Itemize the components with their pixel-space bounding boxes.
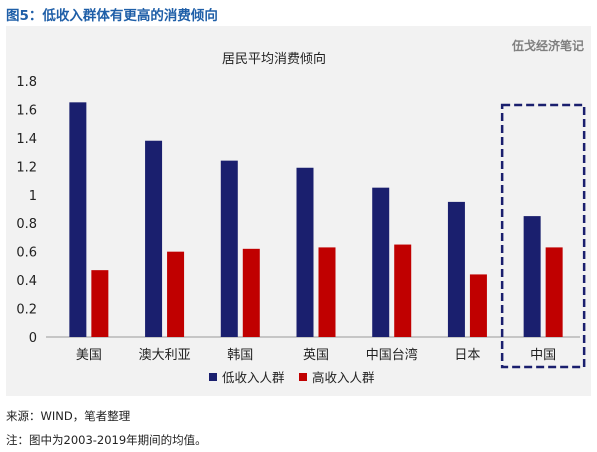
y-tick-label: 1.2: [16, 160, 37, 175]
y-tick-label: 0.6: [16, 246, 37, 261]
x-axis-labels: 美国 澳大利亚 韩国 英国 中国台湾 日本 中国: [76, 347, 556, 363]
y-tick-label: 0: [29, 331, 37, 346]
y-tick-label: 0.2: [16, 303, 37, 318]
y-axis-ticks: 0 0.2 0.4 0.6 0.8 1 1.2 1.4 1.6 1.8: [16, 75, 37, 346]
bar-high-income: [545, 247, 563, 337]
legend-label-high-income: 高收入人群: [312, 370, 375, 385]
bar-low-income: [145, 140, 163, 337]
legend-swatch-low-income: [209, 373, 217, 381]
chart-panel: 居民平均消费倾向 伍戈经济笔记 0 0.2 0.4 0.6 0.8 1 1.2 1.4 1.6 1…: [6, 26, 591, 396]
watermark: 伍戈经济笔记: [511, 38, 584, 53]
legend: 低收入人群 高收入人群: [209, 370, 375, 385]
category-label: 澳大利亚: [139, 347, 191, 363]
bars: [69, 102, 563, 337]
y-tick-label: 1.6: [16, 103, 37, 118]
bar-low-income: [69, 102, 87, 337]
bar-high-income: [242, 248, 260, 337]
category-label: 日本: [454, 348, 480, 363]
category-label: 英国: [303, 348, 329, 363]
bar-high-income: [318, 247, 336, 337]
bar-low-income: [523, 216, 541, 337]
chart-title: 居民平均消费倾向: [222, 51, 326, 67]
china-highlight-box: [500, 103, 586, 369]
y-tick-label: 1.4: [16, 132, 37, 147]
bar-high-income: [167, 251, 185, 337]
category-label: 韩国: [227, 348, 253, 363]
y-tick-label: 0.8: [16, 217, 37, 232]
bar-high-income: [394, 244, 412, 337]
legend-swatch-high-income: [299, 373, 307, 381]
legend-label-low-income: 低收入人群: [222, 370, 285, 385]
category-label: 中国: [530, 348, 556, 363]
bar-high-income: [91, 270, 109, 337]
figure-title: 图5：低收入群体有更高的消费倾向: [6, 8, 218, 24]
bar-high-income: [469, 274, 487, 337]
bar-low-income: [447, 201, 465, 337]
category-label: 中国台湾: [366, 347, 418, 363]
period-note: 注：图中为2003-2019年期间的均值。: [6, 433, 207, 447]
y-tick-label: 0.4: [16, 274, 37, 289]
y-tick-label: 1.8: [16, 75, 37, 90]
source-note: 来源：WIND，笔者整理: [6, 409, 131, 423]
category-label: 美国: [76, 348, 102, 363]
bar-low-income: [372, 187, 390, 337]
y-tick-label: 1: [29, 189, 37, 204]
bar-low-income: [296, 167, 314, 337]
bar-low-income: [220, 160, 238, 337]
bar-chart: 居民平均消费倾向 伍戈经济笔记 0 0.2 0.4 0.6 0.8 1 1.2 1.4 1.6 1…: [16, 38, 586, 385]
